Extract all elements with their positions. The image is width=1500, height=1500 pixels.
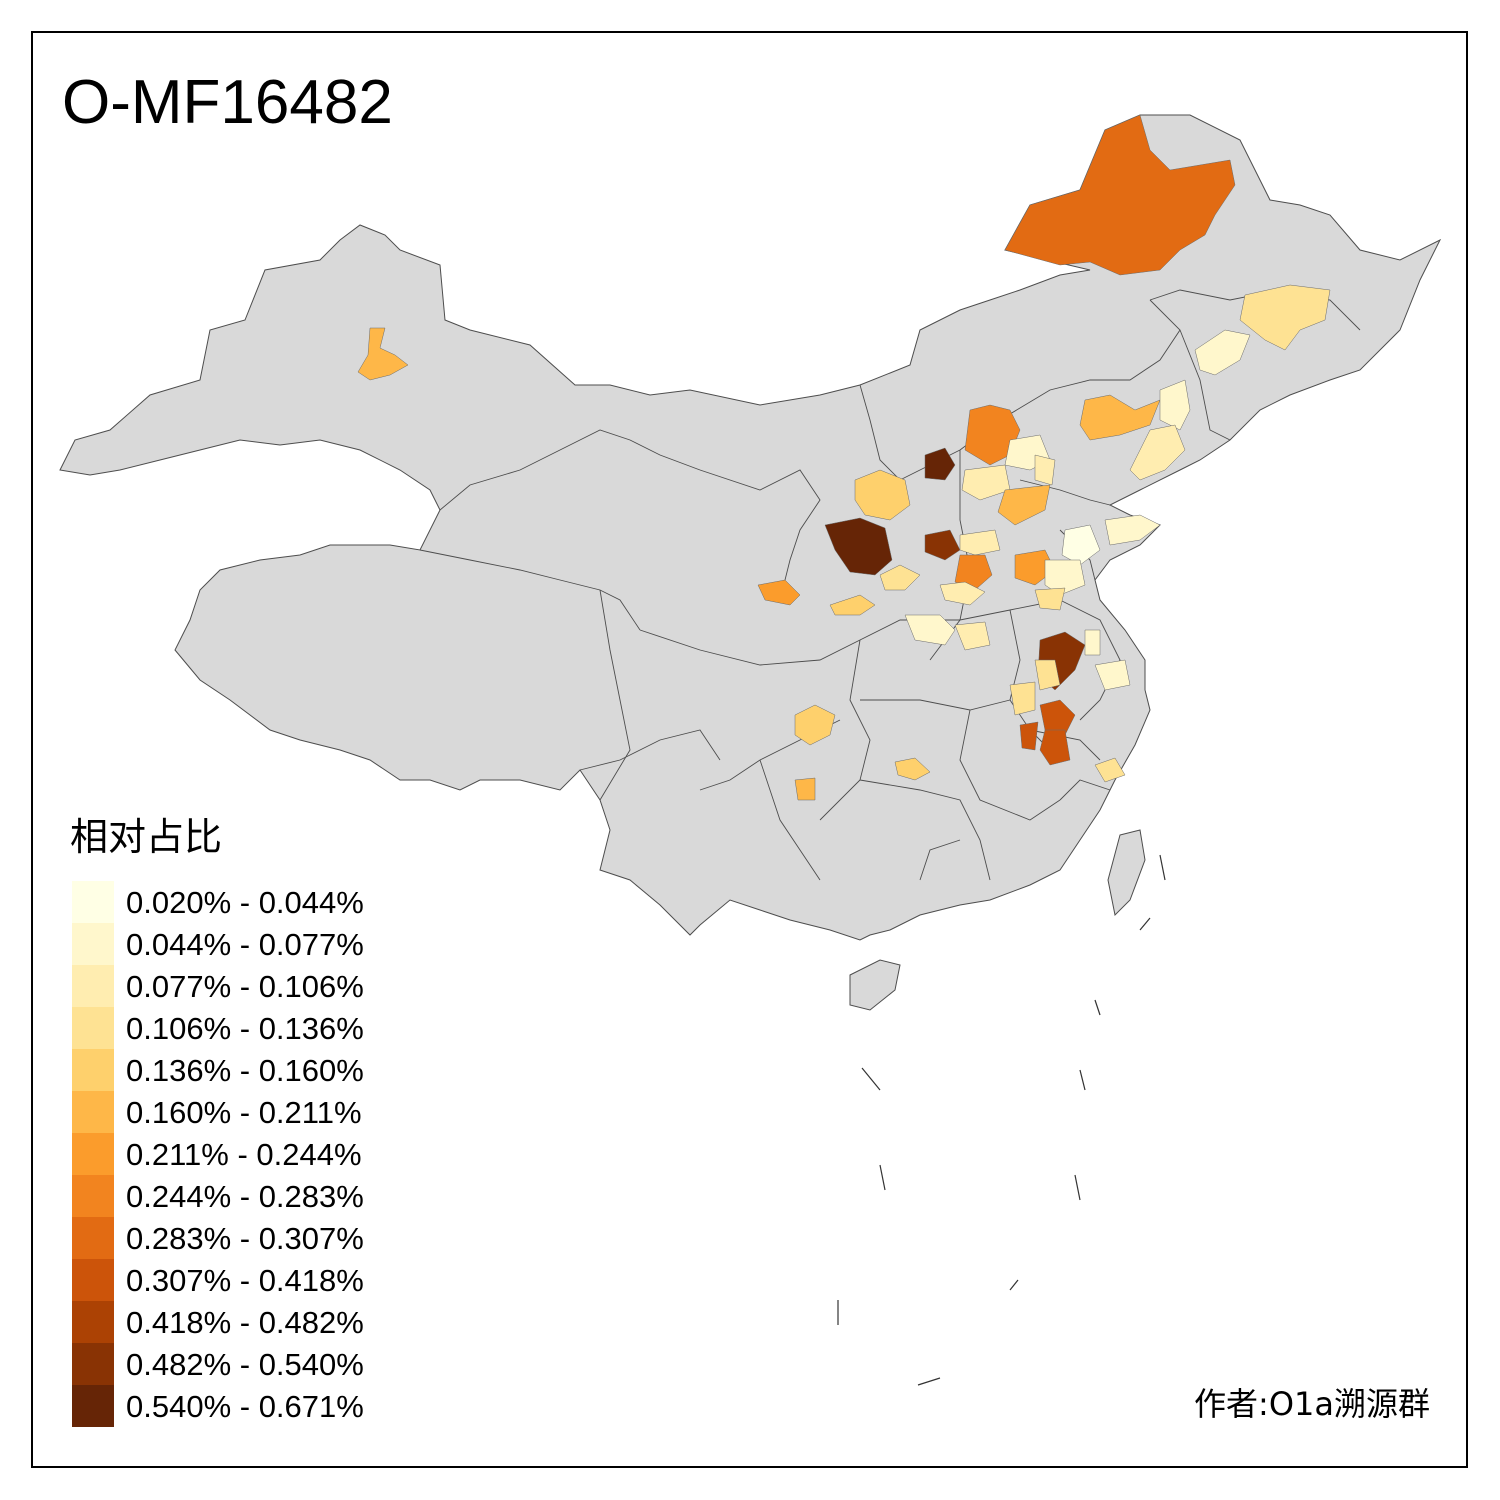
region-gansu-1 <box>757 579 801 606</box>
author-credit: 作者:O1a溯源群 <box>1194 1385 1430 1423</box>
legend-item: 0.136% - 0.160% <box>72 1049 364 1091</box>
legend: 0.020% - 0.044% 0.044% - 0.077% 0.077% - 0… <box>72 881 364 1427</box>
taiwan-island <box>1107 829 1146 917</box>
region-zhejiang-1 <box>1094 757 1126 783</box>
region-shaanxi-yulin <box>824 517 893 576</box>
legend-label: 0.160% - 0.211% <box>126 1094 362 1130</box>
legend-swatch <box>72 1007 114 1049</box>
region-shandong-2 <box>1104 514 1161 546</box>
region-inner-2 <box>924 447 956 481</box>
legend-item: 0.307% - 0.418% <box>72 1259 364 1301</box>
legend-swatch <box>72 965 114 1007</box>
legend-swatch <box>72 1049 114 1091</box>
legend-swatch <box>72 1385 114 1427</box>
legend-label: 0.020% - 0.044% <box>126 884 364 920</box>
region-ne-3 <box>1079 394 1161 441</box>
legend-item: 0.283% - 0.307% <box>72 1217 364 1259</box>
region-hebei-4 <box>1034 454 1056 486</box>
legend-label: 0.540% - 0.671% <box>126 1388 364 1424</box>
region-jiangsu-1 <box>1094 659 1131 691</box>
region-anhui-3 <box>1009 681 1036 716</box>
region-anhui-4 <box>1084 629 1101 656</box>
map-title: O-MF16482 <box>62 68 393 137</box>
legend-label: 0.283% - 0.307% <box>126 1220 364 1256</box>
legend-item: 0.160% - 0.211% <box>72 1091 364 1133</box>
region-shaanxi-north <box>854 469 911 521</box>
legend-swatch <box>72 923 114 965</box>
region-hunan-1 <box>894 757 931 781</box>
region-shanxi-4 <box>939 581 986 606</box>
legend-swatch <box>72 1343 114 1385</box>
region-jiangxi-1 <box>1039 729 1071 766</box>
legend-label: 0.482% - 0.540% <box>126 1346 364 1382</box>
region-ne-1 <box>1239 284 1331 351</box>
region-hubei-1 <box>794 704 836 746</box>
region-henan-3 <box>904 614 956 646</box>
legend-swatch <box>72 1301 114 1343</box>
legend-item: 0.418% - 0.482% <box>72 1301 364 1343</box>
legend-item: 0.482% - 0.540% <box>72 1343 364 1385</box>
region-shaanxi-2 <box>879 564 921 591</box>
legend-swatch <box>72 1133 114 1175</box>
legend-item: 0.044% - 0.077% <box>72 923 364 965</box>
region-shanxi-1 <box>924 529 961 561</box>
map-frame <box>31 31 1468 1468</box>
region-hebei-3 <box>997 484 1051 526</box>
region-xinjiang-1 <box>357 327 409 381</box>
region-henan-4 <box>954 621 991 651</box>
region-guizhou-1 <box>794 777 816 801</box>
legend-swatch <box>72 1175 114 1217</box>
legend-item: 0.077% - 0.106% <box>72 965 364 1007</box>
legend-label: 0.106% - 0.136% <box>126 1010 364 1046</box>
legend-item: 0.020% - 0.044% <box>72 881 364 923</box>
region-hulunbuir <box>1004 114 1236 276</box>
region-henan-5 <box>1034 587 1066 611</box>
region-henan-2 <box>1044 559 1086 596</box>
region-shaanxi-3 <box>829 594 876 616</box>
region-anhui-2 <box>1034 659 1061 691</box>
legend-label: 0.418% - 0.482% <box>126 1304 364 1340</box>
legend-label: 0.136% - 0.160% <box>126 1052 364 1088</box>
base-landmass <box>59 114 1442 941</box>
legend-swatch <box>72 1217 114 1259</box>
region-shanxi-3 <box>954 554 993 591</box>
region-liaoning-1 <box>1159 379 1191 431</box>
legend-label: 0.044% - 0.077% <box>126 926 364 962</box>
hainan-island <box>849 959 901 1011</box>
legend-swatch <box>72 881 114 923</box>
region-ne-2 <box>1194 329 1251 376</box>
region-anhui-5 <box>1039 699 1076 736</box>
legend-label: 0.077% - 0.106% <box>126 968 364 1004</box>
legend-label: 0.244% - 0.283% <box>126 1178 364 1214</box>
legend-swatch <box>72 1259 114 1301</box>
legend-item: 0.540% - 0.671% <box>72 1385 364 1427</box>
legend-item: 0.244% - 0.283% <box>72 1175 364 1217</box>
region-liaoning-2 <box>1129 424 1186 481</box>
region-jiangxi-2 <box>1019 721 1039 751</box>
legend-label: 0.211% - 0.244% <box>126 1136 362 1172</box>
legend-item: 0.106% - 0.136% <box>72 1007 364 1049</box>
legend-swatch <box>72 1091 114 1133</box>
region-hebei-2 <box>961 464 1011 501</box>
prefecture-fills <box>357 114 1331 801</box>
legend-title: 相对占比 <box>70 815 223 859</box>
legend-item: 0.211% - 0.244% <box>72 1133 364 1175</box>
south-sea-islands <box>837 854 1166 1386</box>
legend-label: 0.307% - 0.418% <box>126 1262 364 1298</box>
region-shandong-1 <box>1061 524 1101 566</box>
province-borders <box>419 289 1361 881</box>
region-shanxi-2 <box>959 529 1001 556</box>
